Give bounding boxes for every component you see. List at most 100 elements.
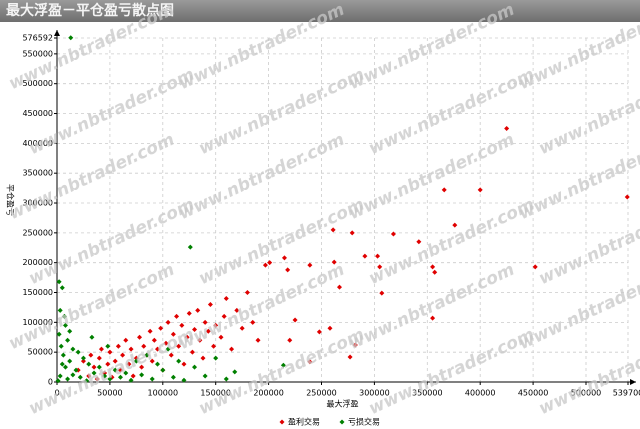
- point: [181, 377, 187, 383]
- point: [139, 364, 145, 370]
- point: [158, 325, 164, 331]
- x-tick-label: 450000: [518, 389, 549, 398]
- point: [213, 355, 219, 361]
- x-tick-label: 300000: [359, 389, 390, 398]
- y-axis-label: 平仓盈亏: [6, 184, 16, 216]
- point: [96, 364, 102, 370]
- point: [91, 364, 97, 370]
- x-tick-label: 100000: [148, 389, 179, 398]
- point: [70, 346, 76, 352]
- point: [57, 307, 63, 313]
- point: [352, 342, 358, 348]
- point: [168, 352, 174, 358]
- point: [223, 376, 229, 382]
- x-tick-label: 250000: [306, 389, 337, 398]
- point: [75, 349, 81, 355]
- point: [336, 284, 342, 290]
- point: [128, 346, 134, 352]
- x-tick-label: 150000: [200, 389, 231, 398]
- y-tick-label: 576592: [22, 34, 53, 43]
- point: [130, 373, 136, 379]
- point: [430, 264, 436, 270]
- point: [163, 340, 169, 346]
- point: [102, 370, 108, 376]
- point: [195, 307, 201, 313]
- point: [192, 326, 198, 332]
- point: [349, 230, 355, 236]
- y-tick-label: 50000: [28, 348, 53, 357]
- legend-marker: [279, 419, 285, 425]
- point: [218, 334, 224, 340]
- point: [133, 355, 139, 361]
- point: [504, 125, 510, 131]
- point: [144, 352, 150, 358]
- point: [117, 367, 123, 373]
- point: [60, 352, 66, 358]
- y-tick-label: 100000: [22, 318, 53, 327]
- point: [250, 319, 256, 325]
- point: [98, 346, 104, 352]
- point: [262, 262, 268, 268]
- point: [56, 279, 62, 285]
- point: [70, 372, 76, 378]
- point: [187, 244, 193, 250]
- point: [126, 361, 132, 367]
- point: [137, 334, 143, 340]
- point: [73, 367, 79, 373]
- x-tick-label: 0: [54, 389, 59, 398]
- point: [123, 337, 129, 343]
- point: [347, 354, 353, 360]
- point: [430, 315, 436, 321]
- point: [141, 343, 147, 349]
- point: [202, 319, 208, 325]
- point: [165, 319, 171, 325]
- y-tick-label: 250000: [22, 228, 53, 237]
- point: [205, 328, 211, 334]
- point: [234, 307, 240, 313]
- point: [267, 260, 273, 266]
- point: [151, 337, 157, 343]
- y-tick-label: 400000: [22, 139, 53, 148]
- x-axis-label: 最大浮盈: [327, 399, 359, 409]
- point: [244, 290, 250, 296]
- title-bar: [0, 0, 640, 22]
- point: [211, 343, 217, 349]
- point: [221, 313, 227, 319]
- point: [165, 346, 171, 352]
- point: [88, 352, 94, 358]
- point: [184, 334, 190, 340]
- point: [107, 349, 113, 355]
- point: [223, 295, 229, 301]
- y-tick-label: 550000: [22, 49, 53, 58]
- point: [292, 317, 298, 323]
- point: [55, 378, 61, 384]
- point: [176, 358, 182, 364]
- point: [58, 343, 64, 349]
- point: [432, 269, 438, 275]
- point: [91, 370, 97, 376]
- y-tick-label: 450000: [22, 109, 53, 118]
- point: [452, 222, 458, 228]
- point: [149, 358, 155, 364]
- point: [285, 267, 291, 273]
- point: [147, 328, 153, 334]
- point: [477, 187, 483, 193]
- point: [331, 259, 337, 265]
- point: [416, 239, 422, 245]
- point: [155, 346, 161, 352]
- point: [362, 253, 368, 259]
- point: [80, 355, 86, 361]
- point: [57, 373, 63, 379]
- point: [68, 35, 74, 41]
- y-tick-label: 150000: [22, 288, 53, 297]
- point: [170, 374, 176, 380]
- point: [62, 322, 68, 328]
- point: [441, 187, 447, 193]
- point: [155, 361, 161, 367]
- watermark: www.nbtrader.com: [26, 325, 198, 419]
- point: [61, 313, 67, 319]
- point: [105, 343, 111, 349]
- point: [390, 231, 396, 237]
- y-tick-label: 500000: [22, 79, 53, 88]
